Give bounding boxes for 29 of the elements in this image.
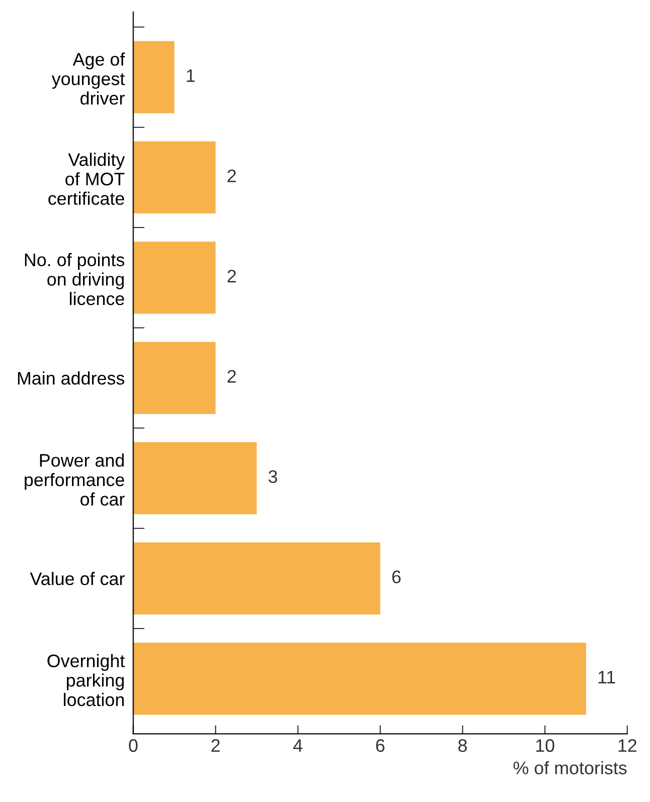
bar	[133, 642, 586, 715]
data-label: 1	[186, 69, 195, 82]
bar	[133, 342, 216, 414]
y-tick-label: Power and performance of car	[24, 454, 125, 506]
bar	[133, 242, 216, 314]
x-tick-label: 4	[293, 739, 302, 752]
y-tick-label: Overnight parking location	[48, 654, 125, 706]
bar	[133, 542, 380, 615]
x-tick-label: 8	[458, 739, 467, 752]
x-axis-title: % of motorists	[514, 761, 627, 774]
bar	[133, 141, 216, 214]
y-tick-label: Age of youngest driver	[52, 52, 125, 105]
bar	[133, 41, 174, 114]
y-tick-label: Value of car	[30, 572, 125, 586]
data-label: 2	[228, 370, 236, 383]
data-label: 11	[598, 670, 616, 684]
data-label: 3	[268, 470, 278, 484]
x-tick-label: 12	[618, 739, 636, 752]
y-tick-label: Main address	[18, 371, 124, 385]
x-tick-label: 6	[376, 739, 384, 752]
x-tick-label: 0	[128, 739, 138, 752]
x-tick-label: 2	[211, 739, 220, 752]
data-label: 2	[228, 270, 236, 282]
bar	[133, 442, 257, 514]
data-label: 6	[392, 570, 401, 584]
x-tick-label: 10	[536, 739, 554, 752]
data-label: 2	[228, 170, 236, 182]
y-tick-label: No. of points on driving licence	[25, 253, 124, 306]
y-tick-label: Validity of MOT certificate	[48, 152, 125, 205]
